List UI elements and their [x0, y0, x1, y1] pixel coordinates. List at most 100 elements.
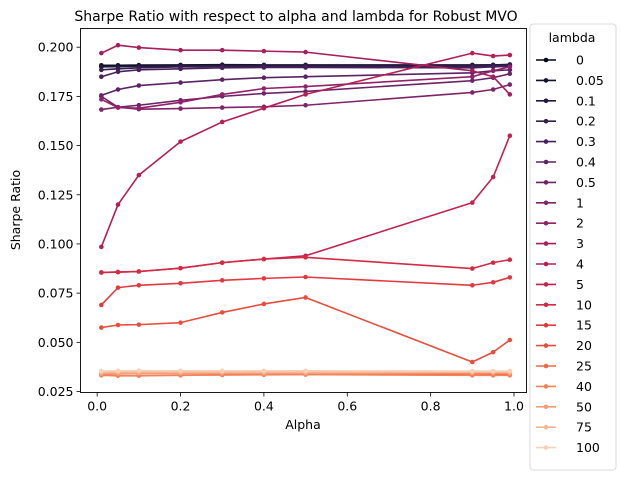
series-3: [99, 42, 513, 97]
legend-marker: [543, 57, 549, 63]
data-point: [219, 310, 225, 315]
data-point: [507, 275, 513, 280]
data-point: [99, 368, 104, 374]
data-point: [303, 65, 308, 70]
data-point: [219, 65, 225, 71]
legend-item: 0.3: [536, 134, 596, 149]
data-point: [507, 337, 513, 343]
series-line: [100, 72, 511, 108]
data-point: [490, 68, 496, 74]
legend-label: 4: [576, 257, 584, 272]
data-point: [261, 86, 267, 91]
legend-marker: [543, 445, 549, 450]
data-point: [507, 82, 513, 87]
legend-marker: [543, 343, 549, 348]
legend-item: 100: [536, 440, 600, 455]
data-point: [490, 280, 496, 285]
x-tick-label: 0.8: [421, 399, 441, 414]
data-point: [470, 359, 475, 365]
x-tick-label: 0.0: [87, 399, 107, 414]
legend-item: 25: [536, 359, 592, 374]
data-point: [178, 368, 183, 374]
series-line: [101, 64, 510, 71]
legend-item: 0.05: [536, 73, 604, 88]
data-point: [261, 105, 267, 111]
data-point: [470, 68, 475, 74]
legend-label: 1: [576, 195, 584, 210]
data-point: [99, 50, 104, 56]
legend-marker: [543, 139, 549, 144]
legend-label: 0.3: [576, 134, 596, 149]
data-point: [219, 368, 225, 374]
data-point: [115, 322, 121, 328]
data-point: [178, 139, 183, 144]
data-point: [219, 119, 225, 125]
legend-item: 2: [536, 216, 584, 231]
y-tick-label: 0.050: [38, 335, 74, 350]
legend-marker: [543, 241, 549, 246]
data-point: [470, 78, 475, 83]
legend-marker: [543, 302, 549, 308]
data-point: [99, 325, 104, 330]
data-point: [470, 282, 475, 288]
data-point: [115, 42, 121, 48]
data-point: [219, 105, 225, 110]
legend-label: 5: [576, 277, 584, 292]
legend-label: 15: [576, 318, 592, 333]
legend-label: 25: [576, 359, 592, 374]
series-line: [101, 69, 510, 97]
legend-label: 0.4: [576, 155, 596, 170]
x-tick-label: 1.0: [504, 399, 524, 414]
legend-item: 0: [536, 53, 584, 68]
data-point: [261, 301, 267, 307]
data-point: [303, 274, 308, 280]
data-point: [115, 202, 121, 207]
legend-item: 0.2: [536, 114, 596, 129]
data-point: [178, 99, 183, 105]
legend-label: 20: [576, 338, 592, 353]
data-point: [115, 285, 121, 290]
legend-label: 3: [576, 236, 584, 251]
plot-area: [80, 28, 527, 393]
series-100: [99, 368, 513, 374]
data-point: [136, 67, 142, 73]
data-point: [470, 74, 475, 80]
series-line: [100, 44, 511, 95]
data-point: [115, 269, 121, 275]
data-point: [490, 260, 496, 265]
series-15: [99, 274, 513, 308]
data-point: [507, 133, 513, 139]
legend-item: 0.5: [536, 175, 596, 190]
legend-title: lambda: [549, 30, 596, 45]
data-point: [136, 322, 142, 327]
data-point: [261, 75, 267, 80]
y-tick-label: 0.075: [38, 286, 74, 301]
series-line: [101, 296, 511, 363]
data-point: [470, 368, 475, 374]
series-line: [100, 276, 511, 306]
data-point: [490, 349, 496, 355]
data-point: [303, 92, 308, 97]
data-point: [490, 87, 496, 92]
legend-label: 75: [576, 420, 592, 435]
series-line: [101, 256, 510, 274]
data-point: [303, 368, 308, 374]
series-line: [100, 52, 510, 248]
legend-label: 0: [576, 53, 584, 68]
y-tick-label: 0.200: [38, 40, 74, 55]
legend-marker: [543, 282, 549, 287]
data-point: [490, 74, 496, 80]
data-point: [303, 255, 308, 260]
series-4: [99, 50, 513, 250]
data-point: [303, 102, 308, 108]
data-point: [507, 368, 513, 374]
legend-item: 20: [536, 338, 592, 353]
legend-marker: [543, 261, 549, 267]
y-tick-label: 0.100: [38, 236, 74, 251]
x-tick-label: 0.2: [171, 399, 191, 414]
data-point: [219, 47, 225, 53]
data-point: [178, 265, 183, 271]
data-point: [490, 368, 496, 374]
data-point: [99, 302, 104, 308]
data-point: [303, 84, 308, 89]
